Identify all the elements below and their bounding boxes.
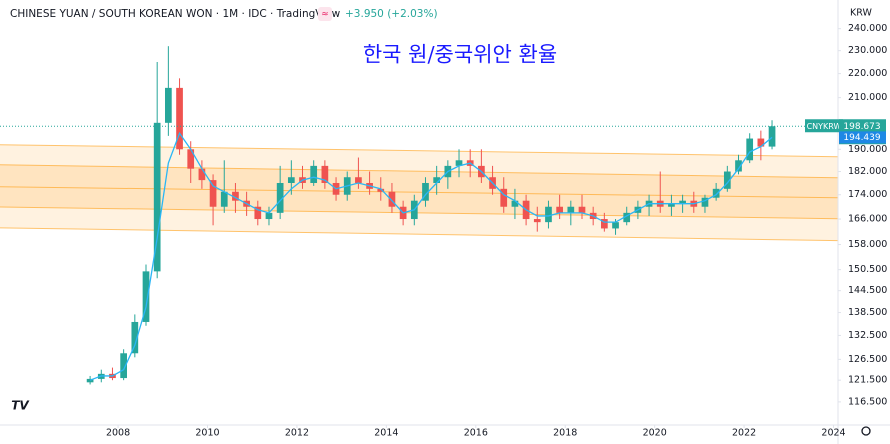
- ma-line: [89, 131, 773, 381]
- y-tick-label: 132.500: [848, 330, 887, 341]
- candle-body: [757, 138, 765, 147]
- candle-body: [422, 182, 429, 201]
- x-tick-label: 2022: [732, 428, 756, 439]
- candle-body: [600, 219, 608, 229]
- ma-box: [839, 131, 886, 144]
- symbol-label: CNYKRW: [807, 122, 842, 131]
- logo: 𝙏𝙑: [11, 399, 30, 413]
- y-tick-label: 138.500: [848, 307, 887, 318]
- candle-body: [310, 165, 318, 183]
- candle-body: [232, 191, 239, 201]
- y-tick-label: 144.500: [848, 285, 887, 296]
- x-tick-label: 2018: [553, 428, 577, 439]
- candle-body: [176, 87, 183, 150]
- y-tick-label: 126.500: [848, 354, 887, 365]
- candle-body: [209, 180, 217, 207]
- candle-body: [120, 353, 127, 379]
- x-tick-label: 2014: [374, 428, 398, 439]
- candle-body: [533, 219, 541, 223]
- y-tick-label: 220.000: [848, 68, 887, 79]
- candle-body: [287, 177, 295, 183]
- x-tick-label: 2012: [285, 428, 309, 439]
- candle-body: [355, 177, 362, 183]
- candle-body: [500, 188, 508, 207]
- candle-body: [712, 188, 720, 198]
- channel-line: [0, 206, 839, 220]
- channel-line: [0, 144, 839, 158]
- indicator-icon: [318, 7, 332, 21]
- y-tick-label: 150.500: [848, 264, 887, 275]
- x-tick-label: 2024: [821, 428, 845, 439]
- y-tick-label: 166.000: [848, 214, 887, 225]
- candle-body: [768, 126, 776, 147]
- candle-body: [668, 203, 675, 207]
- y-tick-label: 210.000: [848, 92, 887, 103]
- y-tick-label: 230.000: [848, 45, 887, 56]
- symbol-box: [805, 119, 843, 133]
- candle-body: [198, 168, 206, 181]
- candle-body: [612, 222, 619, 229]
- y-tick-label: 158.000: [848, 239, 887, 250]
- candle-body: [187, 149, 195, 169]
- change-label: +3.950 (+2.03%): [345, 8, 438, 20]
- price-label: 198.673: [843, 122, 880, 132]
- candle-body: [623, 212, 631, 223]
- candle-body: [511, 200, 519, 207]
- y-tick-label: 116.500: [848, 396, 887, 407]
- candle-body: [735, 160, 742, 172]
- channel-band: [0, 164, 838, 219]
- y-tick-label: 182.000: [848, 166, 887, 177]
- candle-body: [723, 171, 731, 189]
- candle-body: [556, 206, 563, 213]
- settings-button[interactable]: [861, 426, 871, 436]
- candle-body: [567, 206, 575, 213]
- candle-body: [131, 321, 139, 354]
- candle-body: [377, 188, 385, 192]
- plot-area: [0, 46, 839, 385]
- x-tick-label: 2016: [464, 428, 488, 439]
- axis-unit: KRW: [850, 8, 872, 19]
- candle-body: [455, 160, 463, 166]
- candle-body: [545, 206, 552, 223]
- x-tick-label: 2010: [195, 428, 219, 439]
- candle-body: [433, 177, 441, 183]
- y-tick-label: 121.500: [848, 375, 887, 386]
- candle-body: [746, 138, 754, 161]
- candle-body: [265, 212, 273, 220]
- indicator-icon: ≈: [321, 10, 329, 20]
- channel-line: [0, 186, 839, 199]
- candle-body: [578, 206, 586, 213]
- candle-body: [254, 206, 262, 220]
- candle-body: [165, 87, 172, 123]
- channel-line: [0, 227, 839, 242]
- y-tick-label: 190.000: [848, 144, 887, 155]
- x-tick-label: 2020: [643, 428, 667, 439]
- annotation: 한국 원/중국위안 환율: [363, 43, 557, 67]
- candle-body: [276, 182, 284, 213]
- y-tick-label: 174.000: [848, 189, 887, 200]
- candle-body: [220, 191, 228, 207]
- candle-body: [388, 191, 396, 207]
- candle-body: [86, 378, 94, 383]
- candle-body: [701, 197, 709, 207]
- x-tick-label: 2008: [106, 428, 130, 439]
- ma-label: 194.439: [843, 133, 880, 143]
- candle-body: [142, 271, 150, 322]
- channel-line: [0, 164, 839, 179]
- candle-body: [321, 165, 329, 183]
- y-tick-label: 240.000: [848, 23, 887, 34]
- chart-title: CHINESE YUAN / SOUTH KOREAN WON · 1M · I…: [10, 8, 341, 20]
- candle-body: [679, 200, 686, 204]
- candle-body: [153, 122, 161, 272]
